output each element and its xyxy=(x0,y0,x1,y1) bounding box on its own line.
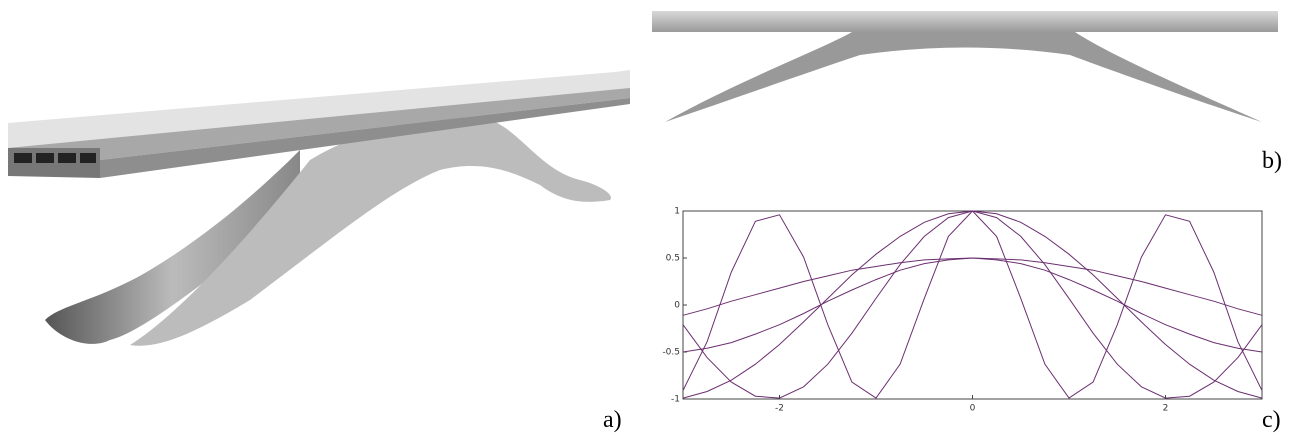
panel-label: a) xyxy=(603,407,622,433)
y-tick-label: 0.5 xyxy=(666,254,680,264)
curve xyxy=(682,257,1263,316)
x-tick-label: 2 xyxy=(1163,404,1169,414)
plot-frame xyxy=(682,210,1263,400)
y-tick-label: -1 xyxy=(671,395,680,405)
curve xyxy=(682,210,1263,399)
y-tick-label: 0 xyxy=(674,301,680,311)
x-tick-label: -2 xyxy=(775,404,784,414)
render-a xyxy=(8,70,630,346)
render-b xyxy=(652,11,1278,122)
curve xyxy=(682,257,1263,353)
y-tick-label: 1 xyxy=(674,207,680,217)
curve xyxy=(682,210,1263,399)
x-tick-label: 0 xyxy=(970,404,976,414)
y-tick-label: -0.5 xyxy=(662,348,680,358)
panel-label: b) xyxy=(1262,148,1282,174)
panel-label: c) xyxy=(1262,407,1281,433)
curve xyxy=(682,210,1263,399)
